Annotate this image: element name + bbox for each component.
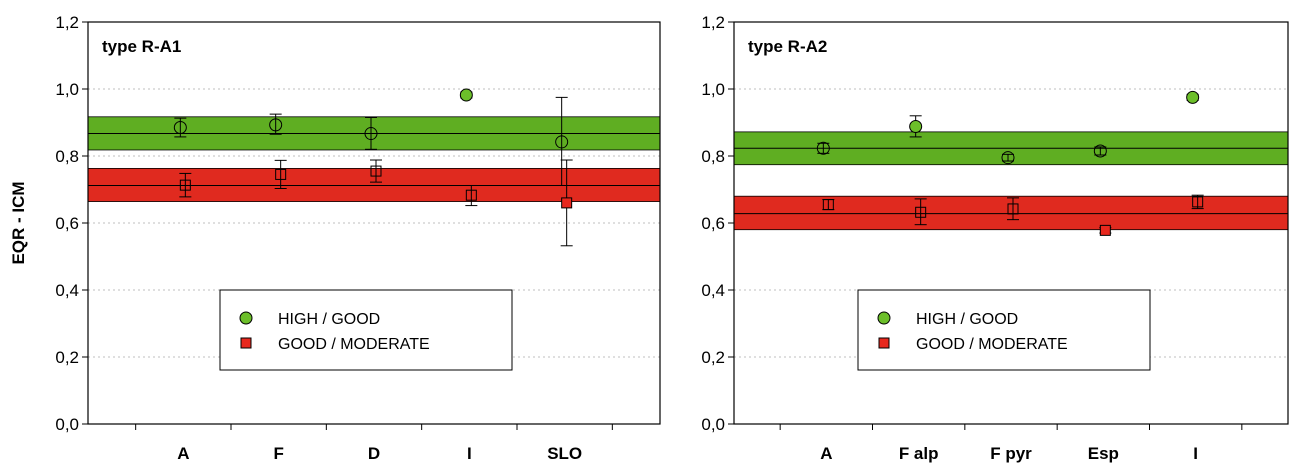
data-point-high-good (816, 141, 830, 155)
legend-label-high-good: HIGH / GOOD (278, 311, 380, 328)
band-good-moderate (733, 195, 1289, 231)
y-tick-label: 0,2 (55, 348, 79, 367)
data-point-good-moderate (179, 179, 191, 191)
panel-title: type R-A1 (102, 37, 181, 56)
data-point-high-good (269, 118, 283, 132)
data-point-high-good (555, 135, 569, 149)
x-tick-label: I (1193, 444, 1198, 463)
legend-label-good-moderate: GOOD / MODERATE (278, 336, 430, 353)
y-tick-label: 1,0 (701, 80, 725, 99)
x-tick-label: I (467, 444, 472, 463)
legend: HIGH / GOOD GOOD / MODERATE (219, 289, 513, 371)
y-tick-label: 0,6 (55, 214, 79, 233)
data-point-high-good (1186, 90, 1200, 104)
y-axis-title: EQR - ICM (9, 181, 28, 264)
legend-label-high-good: HIGH / GOOD (916, 311, 1018, 328)
y-tick-label: 1,2 (55, 13, 79, 32)
data-point-high-good (1001, 151, 1015, 165)
data-point-good-moderate (561, 197, 573, 209)
y-tick-label: 0,0 (55, 415, 79, 434)
y-tick-label: 1,2 (701, 13, 725, 32)
data-point-high-good (1093, 144, 1107, 158)
legend: HIGH / GOOD GOOD / MODERATE (857, 289, 1151, 371)
legend-label-good-moderate: GOOD / MODERATE (916, 336, 1068, 353)
data-point-good-moderate (275, 168, 287, 180)
y-tick-label: 0,8 (55, 147, 79, 166)
x-tick-label: F pyr (990, 444, 1032, 463)
y-tick-label: 0,2 (701, 348, 725, 367)
x-tick-label: SLO (547, 444, 582, 463)
legend-circle-icon (877, 311, 891, 325)
y-tick-label: 0,8 (701, 147, 725, 166)
data-point-high-good (173, 121, 187, 135)
data-point-good-moderate (822, 199, 834, 211)
x-tick-label: D (368, 444, 380, 463)
legend-square-icon (878, 337, 890, 349)
chart-panel-2: 0,0 0,2 0,4 0,6 0,8 1,0 1,2 A F alp F pyr Esp Itype… (701, 13, 1289, 463)
legend-square-icon (240, 337, 252, 349)
band-good-moderate (87, 167, 661, 202)
data-point-good-moderate (1192, 196, 1204, 208)
legend-circle-icon (239, 311, 253, 325)
legend-box (219, 289, 513, 371)
x-tick-label: Esp (1088, 444, 1119, 463)
legend-box (857, 289, 1151, 371)
plot-frame (733, 21, 1289, 425)
panel-title: type R-A2 (748, 37, 827, 56)
data-point-high-good (909, 120, 923, 134)
x-tick-label: F alp (899, 444, 939, 463)
x-tick-label: A (177, 444, 189, 463)
x-tick-label: F (273, 444, 283, 463)
y-tick-label: 0,0 (701, 415, 725, 434)
data-point-high-good (459, 88, 473, 102)
y-tick-label: 0,4 (55, 281, 79, 300)
data-point-good-moderate (1099, 224, 1111, 236)
y-tick-label: 1,0 (55, 80, 79, 99)
plot-frame (87, 21, 661, 425)
data-point-good-moderate (1007, 203, 1019, 215)
y-tick-label: 0,4 (701, 281, 725, 300)
data-point-good-moderate (370, 165, 382, 177)
data-point-good-moderate (915, 206, 927, 218)
x-tick-label: A (820, 444, 832, 463)
data-point-good-moderate (465, 189, 477, 201)
data-point-high-good (364, 127, 378, 141)
chart-panel-1: 0,0 0,2 0,4 0,6 0,8 1,0 1,2 A F D I SLO type R-A1 HIG… (55, 13, 661, 463)
y-tick-label: 0,6 (701, 214, 725, 233)
